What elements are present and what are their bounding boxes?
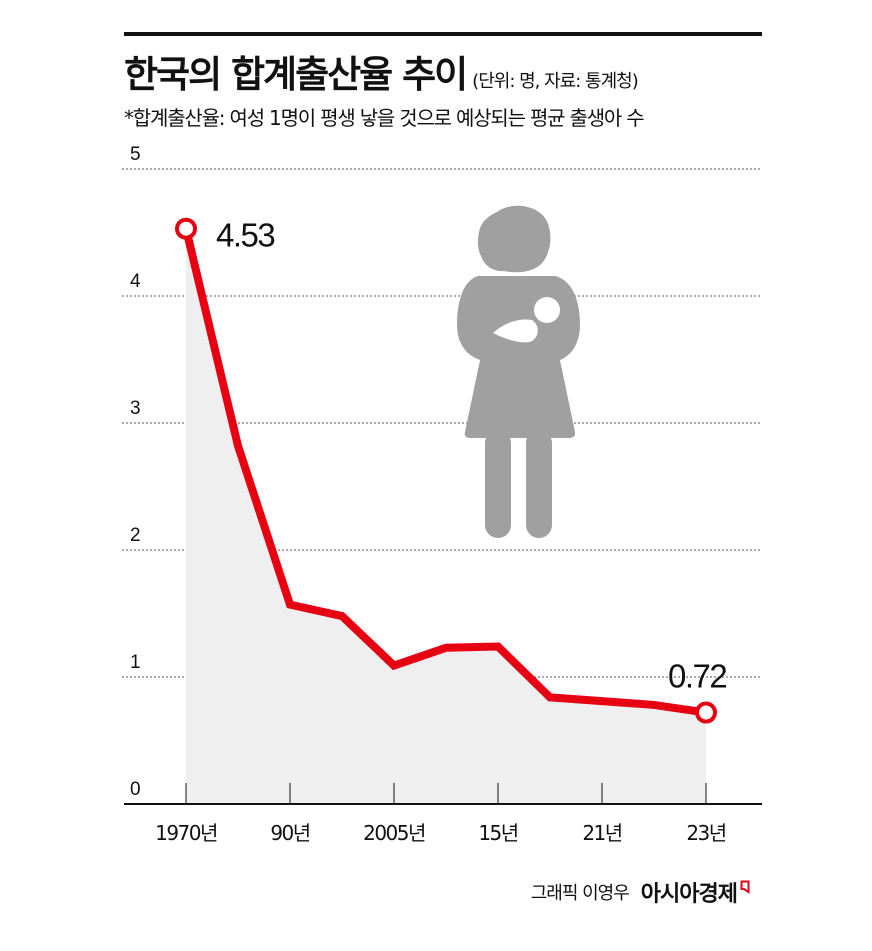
y-tick-label: 1 (130, 652, 141, 673)
value-labels: 4.53 0.72 (216, 217, 728, 695)
x-tick-label: 15년 (478, 821, 517, 845)
y-tick-label: 2 (130, 525, 141, 546)
x-tick-label: 1970년 (155, 821, 217, 845)
title-row: 한국의 합계출산율 추이 (단위: 명, 자료: 통계청) (124, 44, 639, 98)
x-tick-label: 90년 (270, 821, 309, 845)
y-tick-label: 5 (130, 144, 141, 165)
top-rule (124, 32, 762, 36)
endpoint-marker (175, 217, 197, 240)
y-tick-label: 0 (130, 779, 141, 800)
brand-logo-text: 아시아경제 (640, 882, 738, 907)
x-tick-label: 2005년 (363, 821, 425, 845)
chart-subtitle: *합계출산율: 여성 1명이 평생 낳을 것으로 예상되는 평균 출생아 수 (124, 106, 645, 130)
area-fill (186, 228, 706, 804)
y-tick-label: 3 (130, 398, 141, 419)
endpoint-marker (695, 701, 717, 724)
mother-holding-baby-icon (457, 205, 580, 538)
graphic-author: 그래픽 이영우 (530, 883, 630, 904)
unit-source-note: (단위: 명, 자료: 통계청) (472, 71, 639, 92)
value-label-end: 0.72 (668, 658, 726, 695)
value-label-start: 4.53 (216, 217, 274, 254)
gridlines (122, 168, 762, 678)
y-axis-ticks: 0 1 2 3 4 5 (130, 144, 141, 800)
fertility-rate-line (182, 227, 707, 717)
x-tick-label: 23년 (686, 821, 725, 845)
credit: 그래픽 이영우 아시아경제 (531, 876, 750, 908)
chart-title: 한국의 합계출산율 추이 (124, 53, 468, 96)
x-tick-label: 21년 (582, 821, 621, 845)
endpoint-markers (175, 217, 717, 724)
y-tick-label: 4 (130, 271, 141, 292)
x-axis-ticks: 1970년 90년 2005년 15년 21년 23년 (155, 783, 727, 845)
brand-mark-icon (740, 880, 750, 894)
